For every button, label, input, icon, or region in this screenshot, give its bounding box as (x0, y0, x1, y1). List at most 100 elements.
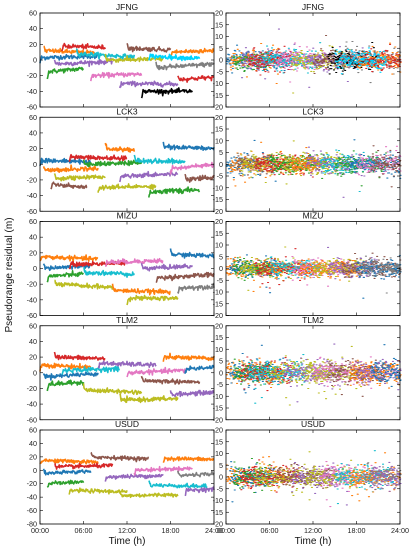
x-tick-label: 00:00 (31, 526, 49, 535)
residual-points (319, 149, 373, 193)
satellite-arc (148, 480, 208, 489)
satellite-arc (68, 153, 128, 162)
x-tick-label: 06:00 (75, 526, 93, 535)
satellite-arc (50, 181, 88, 190)
satellite-arc (90, 451, 150, 463)
y-tick-label: 10 (215, 449, 223, 458)
x-tick-label: 18:00 (162, 526, 180, 535)
y-tick-label: -10 (213, 79, 223, 88)
satellite-arc (133, 465, 193, 476)
satellite-arc (61, 42, 107, 52)
data-points (39, 451, 215, 499)
y-tick-label: 10 (215, 136, 223, 145)
y-tick-label: -60 (27, 103, 37, 112)
satellite-arc (140, 375, 201, 385)
x-axis-title-left: Time (h) (109, 536, 146, 547)
satellite-arc (184, 364, 215, 374)
satellite-arc (162, 352, 215, 362)
panel-title: JFNG (116, 2, 138, 12)
y-tick-label: 20 (215, 217, 223, 226)
y-tick-label: -20 (27, 71, 37, 80)
y-tick-label: -20 (27, 175, 37, 184)
panel-mizu-corrected: MIZU 20 15 10 5 0 -5 -10 -15 -20 (213, 211, 402, 320)
y-tick-label: 0 (219, 264, 223, 273)
satellite-arc (46, 66, 85, 80)
y-tick-label: -40 (27, 295, 37, 304)
data-points (225, 139, 402, 198)
y-tick-label: 60 (29, 321, 37, 330)
y-tick-label: 15 (215, 333, 223, 342)
y-tick-label: 20 (215, 321, 223, 330)
residual-points (370, 461, 402, 492)
satellite-arc (126, 42, 172, 53)
x-tick-label: 12:00 (118, 526, 136, 535)
y-tick-label: -20 (213, 520, 223, 529)
satellite-arc (39, 362, 91, 372)
y-tick-label: -40 (27, 191, 37, 200)
y-tick-label: 0 (219, 368, 223, 377)
satellite-arc (104, 142, 136, 153)
residual-points (290, 462, 351, 506)
y-tick-label: 0 (33, 264, 37, 273)
satellite-arc (184, 173, 215, 183)
satellite-arc (104, 53, 164, 63)
y-tick-label: 5 (219, 44, 223, 53)
satellite-arc (177, 75, 215, 83)
y-tick-label: -10 (213, 288, 223, 297)
panel-title: MIZU (303, 211, 324, 221)
y-tick-label: 40 (29, 439, 37, 448)
panels: JFNG 60 40 20 0 -20 -40 -60 JFNG 20 15 10 5 0 -5 -10 -15… (27, 2, 409, 535)
satellite-arc (68, 487, 128, 495)
y-tick-label: 40 (29, 233, 37, 242)
y-tick-label: 0 (33, 56, 37, 65)
residual-points (312, 356, 373, 389)
y-tick-label: -10 (213, 183, 223, 192)
satellite-arc (177, 470, 215, 478)
panel-title: USUD (301, 419, 325, 429)
y-tick-label: -80 (27, 520, 37, 529)
satellite-arc (148, 186, 201, 198)
y-axis-title: Pseudorange residual (m) (4, 217, 15, 332)
y-tick-label: -15 (213, 195, 223, 204)
satellite-arc (53, 57, 114, 68)
satellite-arc (162, 141, 215, 151)
y-tick-label: -20 (213, 311, 223, 320)
data-points (225, 246, 402, 299)
y-tick-label: 60 (29, 113, 37, 122)
satellite-arc (155, 271, 215, 283)
y-tick-label: -15 (213, 404, 223, 413)
satellite-arc (53, 173, 106, 182)
y-tick-label: -20 (213, 207, 223, 216)
residual-points (268, 355, 330, 406)
y-tick-label: 20 (29, 248, 37, 257)
satellite-arc (82, 159, 143, 168)
satellite-arc (104, 473, 164, 482)
y-tick-label: 20 (29, 353, 37, 362)
satellite-arc (46, 270, 84, 283)
y-tick-label: 40 (29, 24, 37, 33)
satellite-arc (42, 468, 92, 476)
y-tick-label: 0 (33, 466, 37, 475)
y-tick-label: 20 (215, 9, 223, 18)
panel-jfng-corrected: JFNG 20 15 10 5 0 -5 -10 -15 -20 (213, 2, 402, 112)
x-axis-title-right: Time (h) (295, 536, 332, 547)
satellite-arc (39, 458, 99, 465)
y-tick-label: -10 (213, 496, 223, 505)
satellite-arc (140, 87, 193, 99)
y-tick-label: 20 (29, 452, 37, 461)
y-tick-label: -15 (213, 508, 223, 517)
panel-title: USUD (115, 419, 139, 429)
y-tick-label: -5 (217, 276, 223, 285)
x-tick-label: 12:00 (304, 526, 322, 535)
satellite-arc (148, 53, 201, 62)
y-tick-label: 5 (219, 461, 223, 470)
satellite-arc (177, 282, 215, 294)
satellite-arc (53, 351, 106, 361)
satellite-arc (126, 366, 186, 378)
satellite-arc (169, 161, 215, 175)
y-tick-label: -40 (27, 493, 37, 502)
panel-jfng-raw: JFNG 60 40 20 0 -20 -40 -60 (27, 2, 215, 112)
y-tick-label: 60 (29, 9, 37, 18)
